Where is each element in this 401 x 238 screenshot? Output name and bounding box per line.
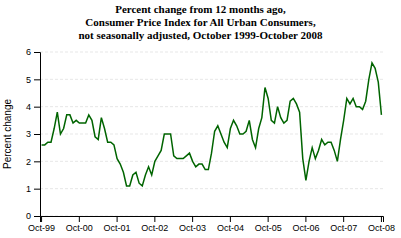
x-axis: Oct-99 Oct-00 Oct-01 Oct-02 Oct-03 Oct-04 Oct-… (28, 216, 395, 233)
tick-label: Oct-01 (104, 223, 131, 233)
tick-label: Oct-06 (292, 223, 319, 233)
chart: Percent change from 12 months ago,Consum… (0, 0, 401, 238)
title: not seasonally adjusted, October 1999-Oc… (78, 29, 323, 41)
tick: Oct-05 (255, 216, 282, 233)
grid-line (40, 79, 383, 80)
tick-mark (34, 216, 40, 217)
tick-label: 5 (26, 75, 31, 85)
title: Consumer Price Index for All Urban Consu… (85, 16, 316, 28)
line (42, 63, 382, 186)
tick-label: 2 (26, 157, 31, 167)
tick: 5 (26, 75, 40, 85)
grid-line (40, 161, 383, 162)
tick-mark (34, 134, 40, 135)
tick: Oct-06 (292, 216, 319, 233)
tick-mark (305, 216, 306, 222)
tick: 3 (26, 129, 40, 139)
tick: Oct-02 (141, 216, 168, 233)
tick-mark (34, 189, 40, 190)
y-axis-label: Percent change (2, 99, 13, 169)
grid-line (40, 52, 383, 53)
tick: 6 (26, 47, 40, 57)
tick: 0 (26, 211, 40, 221)
tick: Oct-03 (179, 216, 206, 233)
tick: 2 (26, 157, 40, 167)
tick: Oct-04 (217, 216, 244, 233)
tick: Oct-01 (104, 216, 131, 233)
tick-label: Oct-05 (255, 223, 282, 233)
tick-mark (117, 216, 118, 222)
tick: 1 (26, 184, 40, 194)
tick-label: Oct-00 (66, 223, 93, 233)
tick-label: 6 (26, 47, 31, 57)
tick-label: Oct-99 (28, 223, 55, 233)
tick: Oct-07 (330, 216, 357, 233)
tick-label: 0 (26, 211, 31, 221)
grid (40, 52, 383, 216)
tick-mark (34, 79, 40, 80)
tick-mark (154, 216, 155, 222)
tick-mark (34, 107, 40, 108)
title: Percent change from 12 months ago, (115, 3, 286, 15)
axis-line (41, 217, 384, 223)
tick-label: Oct-02 (141, 223, 168, 233)
tick: Oct-08 (368, 216, 395, 233)
tick-label: Oct-07 (330, 223, 357, 233)
tick-mark (381, 216, 382, 222)
tick: Oct-00 (66, 216, 93, 233)
grid-line (40, 106, 383, 107)
tick-mark (41, 216, 42, 222)
y-axis: 0 1 2 3 4 5 6 (26, 47, 41, 221)
grid-line (40, 134, 383, 135)
tick-mark (34, 52, 40, 53)
tick-label: Oct-03 (179, 223, 206, 233)
tick-label: 3 (26, 129, 31, 139)
tick: 4 (26, 102, 40, 112)
tick-mark (230, 216, 231, 222)
title-group: Percent change from 12 months ago,Consum… (78, 3, 323, 41)
tick: Oct-99 (28, 216, 55, 233)
tick-label: 1 (26, 184, 31, 194)
tick-mark (79, 216, 80, 222)
tick-mark (268, 216, 269, 222)
tick-label: Oct-08 (368, 223, 395, 233)
tick-label: Oct-04 (217, 223, 244, 233)
tick-mark (343, 216, 344, 222)
tick-mark (192, 216, 193, 222)
tick-mark (34, 161, 40, 162)
plot-area (42, 63, 382, 186)
tick-label: 4 (26, 102, 31, 112)
axis-line (34, 53, 41, 217)
grid-line (40, 188, 383, 189)
